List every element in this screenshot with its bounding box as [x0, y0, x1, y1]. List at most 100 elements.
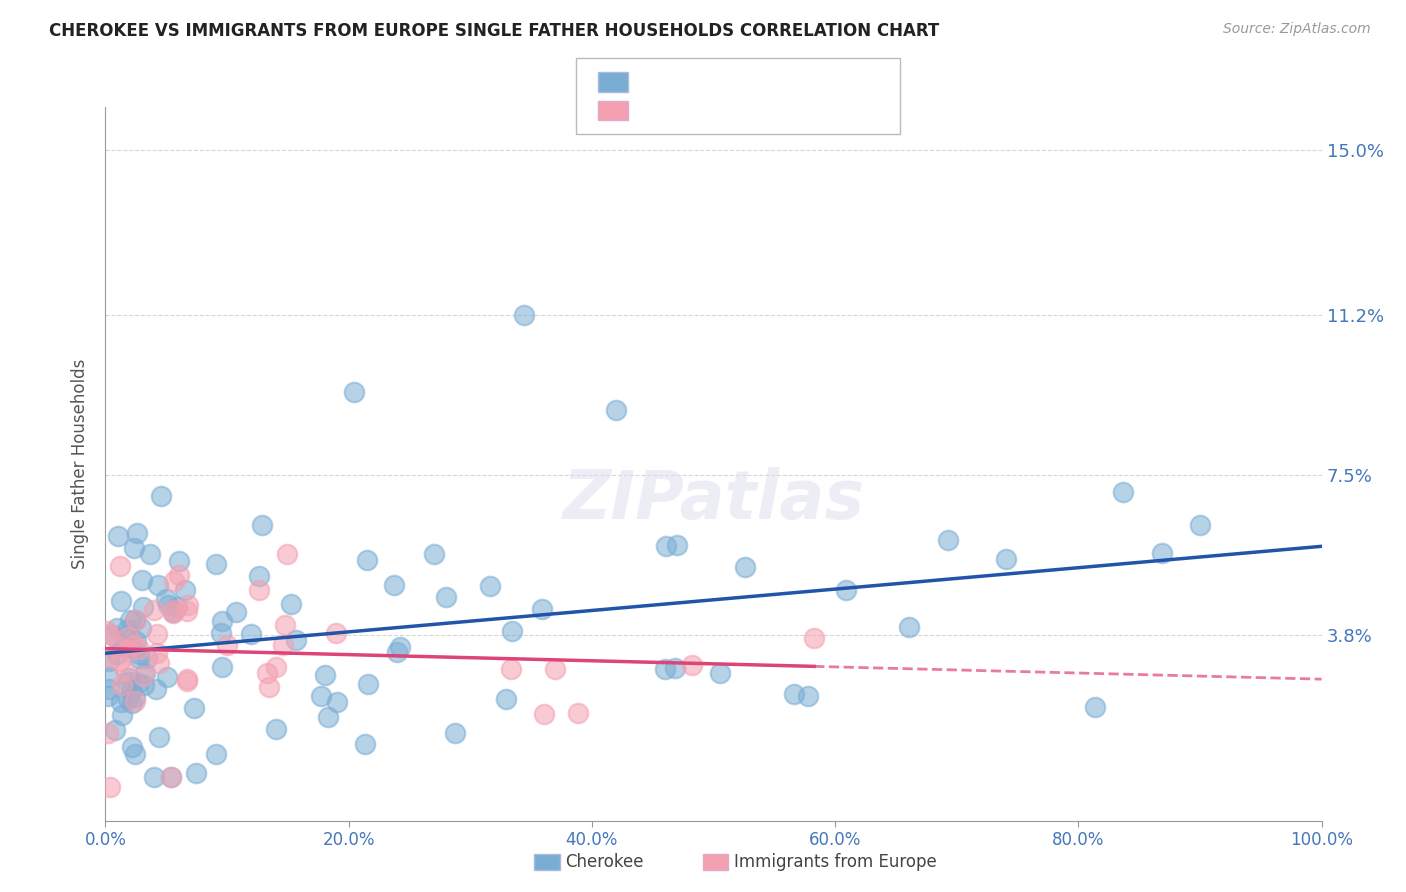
Point — [127, 676, 149, 690]
Point — [240, 627, 263, 641]
Point — [96, 649, 118, 664]
Point — [271, 638, 294, 652]
Point — [149, 489, 172, 503]
Point — [97, 681, 120, 696]
Point — [217, 638, 239, 652]
Point — [98, 780, 121, 795]
Point — [105, 621, 128, 635]
Point — [184, 766, 207, 780]
Point — [131, 621, 153, 635]
Point — [117, 630, 139, 644]
Point — [142, 603, 165, 617]
Point — [274, 618, 297, 632]
Point — [343, 385, 366, 400]
Point — [1150, 546, 1173, 560]
Point — [681, 658, 703, 673]
Point — [132, 599, 155, 614]
Point — [211, 614, 233, 628]
Point — [266, 722, 288, 736]
Point — [108, 558, 131, 573]
Point — [131, 574, 153, 588]
Point — [783, 687, 806, 701]
Point — [382, 578, 405, 592]
Point — [247, 582, 270, 597]
Point — [156, 669, 179, 683]
Point — [110, 695, 132, 709]
Point — [167, 567, 190, 582]
Point — [655, 540, 678, 554]
Point — [177, 599, 200, 613]
Point — [280, 597, 302, 611]
Point — [110, 594, 132, 608]
Point — [250, 518, 273, 533]
Point — [225, 606, 247, 620]
Point — [167, 554, 190, 568]
Point — [309, 690, 332, 704]
Point — [108, 640, 131, 654]
Point — [121, 739, 143, 754]
Point — [605, 402, 627, 417]
Point — [124, 613, 146, 627]
Point — [256, 666, 278, 681]
Point — [139, 547, 162, 561]
Point — [183, 701, 205, 715]
Point — [146, 578, 169, 592]
Y-axis label: Single Father Households: Single Father Households — [72, 359, 90, 569]
Point — [101, 628, 124, 642]
Point — [145, 646, 167, 660]
Point — [385, 645, 408, 659]
Point — [326, 696, 349, 710]
Point — [111, 707, 134, 722]
Point — [499, 662, 522, 676]
Point — [356, 553, 378, 567]
Point — [145, 627, 167, 641]
Point — [117, 692, 139, 706]
Point — [98, 654, 121, 668]
Point — [166, 599, 188, 614]
Point — [121, 641, 143, 656]
Point — [734, 560, 756, 574]
Point — [709, 666, 731, 681]
Point — [117, 643, 139, 657]
Point — [114, 665, 136, 679]
Point — [434, 590, 457, 604]
Point — [314, 667, 336, 681]
Text: Immigrants from Europe: Immigrants from Europe — [734, 853, 936, 871]
Point — [124, 613, 146, 627]
Point — [478, 579, 501, 593]
Point — [544, 662, 567, 676]
Point — [162, 602, 184, 616]
Point — [112, 639, 135, 653]
Point — [110, 654, 132, 668]
Point — [134, 678, 156, 692]
Point — [124, 694, 146, 708]
Point — [162, 605, 184, 619]
Point — [176, 673, 198, 688]
Point — [160, 771, 183, 785]
Point — [444, 725, 467, 739]
Text: ZIPatlas: ZIPatlas — [562, 467, 865, 533]
Point — [247, 569, 270, 583]
Point — [148, 731, 170, 745]
Point — [513, 308, 536, 322]
Point — [121, 697, 143, 711]
Point — [1084, 700, 1107, 714]
Text: R = -0.273   N =  45: R = -0.273 N = 45 — [640, 103, 808, 120]
Point — [107, 529, 129, 543]
Point — [156, 598, 179, 612]
Point — [533, 707, 555, 722]
Point — [124, 690, 146, 704]
Point — [97, 689, 120, 703]
Point — [145, 682, 167, 697]
Point — [124, 747, 146, 761]
Point — [388, 640, 411, 654]
Point — [664, 661, 686, 675]
Point — [163, 574, 186, 589]
Point — [128, 648, 150, 662]
Point — [104, 723, 127, 738]
Point — [357, 677, 380, 691]
Point — [134, 665, 156, 680]
Point — [120, 683, 142, 698]
Point — [143, 771, 166, 785]
Point — [128, 650, 150, 665]
